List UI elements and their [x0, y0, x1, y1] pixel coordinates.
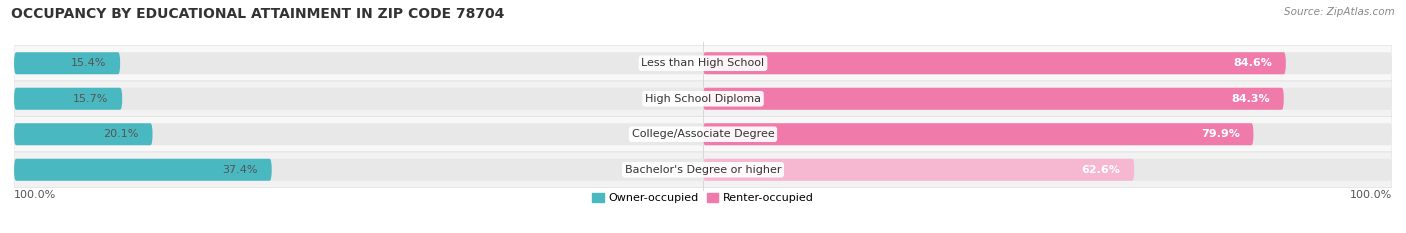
Text: 20.1%: 20.1% — [104, 129, 139, 139]
FancyBboxPatch shape — [14, 88, 122, 110]
Text: 15.7%: 15.7% — [73, 94, 108, 104]
Legend: Owner-occupied, Renter-occupied: Owner-occupied, Renter-occupied — [588, 189, 818, 208]
FancyBboxPatch shape — [14, 52, 120, 74]
Text: 62.6%: 62.6% — [1081, 165, 1121, 175]
Text: OCCUPANCY BY EDUCATIONAL ATTAINMENT IN ZIP CODE 78704: OCCUPANCY BY EDUCATIONAL ATTAINMENT IN Z… — [11, 7, 505, 21]
Text: 15.4%: 15.4% — [70, 58, 107, 68]
FancyBboxPatch shape — [14, 123, 152, 145]
FancyBboxPatch shape — [14, 88, 1392, 110]
Text: 100.0%: 100.0% — [1350, 190, 1392, 200]
FancyBboxPatch shape — [703, 52, 1286, 74]
Text: Bachelor's Degree or higher: Bachelor's Degree or higher — [624, 165, 782, 175]
Text: 37.4%: 37.4% — [222, 165, 257, 175]
Text: 100.0%: 100.0% — [14, 190, 56, 200]
Text: High School Diploma: High School Diploma — [645, 94, 761, 104]
FancyBboxPatch shape — [14, 152, 1392, 188]
FancyBboxPatch shape — [14, 81, 1392, 116]
FancyBboxPatch shape — [703, 159, 1135, 181]
FancyBboxPatch shape — [14, 52, 1392, 74]
Text: 84.3%: 84.3% — [1232, 94, 1270, 104]
Text: 79.9%: 79.9% — [1201, 129, 1240, 139]
Text: Source: ZipAtlas.com: Source: ZipAtlas.com — [1284, 7, 1395, 17]
FancyBboxPatch shape — [14, 159, 271, 181]
FancyBboxPatch shape — [703, 88, 1284, 110]
FancyBboxPatch shape — [14, 123, 1392, 145]
Text: Less than High School: Less than High School — [641, 58, 765, 68]
FancyBboxPatch shape — [14, 116, 1392, 152]
FancyBboxPatch shape — [14, 45, 1392, 81]
FancyBboxPatch shape — [703, 123, 1254, 145]
FancyBboxPatch shape — [14, 159, 1392, 181]
Text: 84.6%: 84.6% — [1233, 58, 1272, 68]
Text: College/Associate Degree: College/Associate Degree — [631, 129, 775, 139]
